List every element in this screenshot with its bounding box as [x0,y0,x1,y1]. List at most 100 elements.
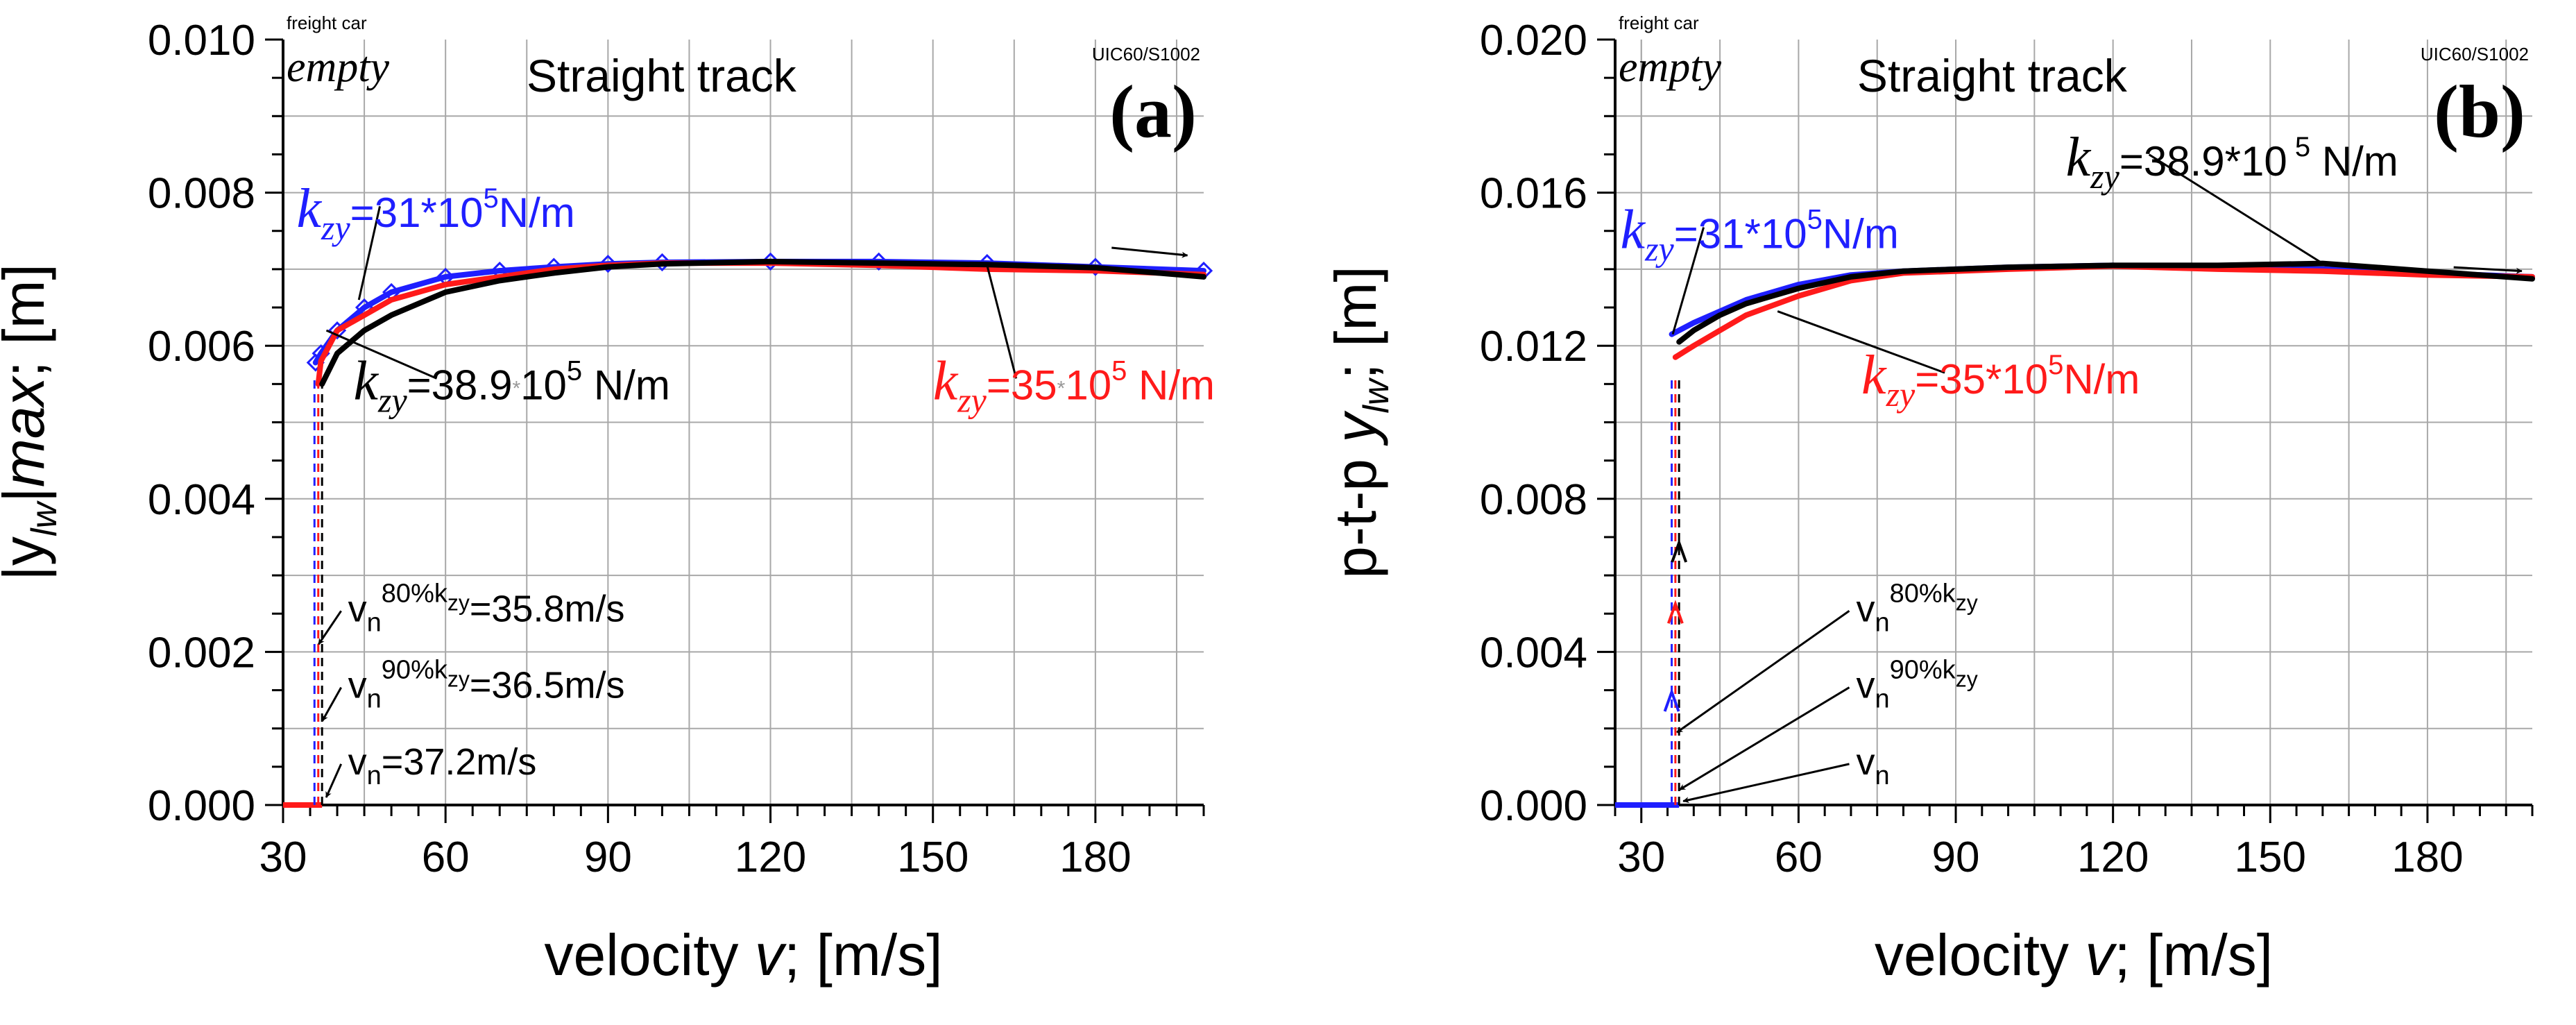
series-label-sub: zy [321,208,350,247]
y-axis-title-sub: lw [1356,377,1397,414]
y-axis-title-text: |y [0,536,56,581]
corner-label-right: UIC60/S1002 [1092,44,1200,65]
y-axis-title: |ylw|max; [m] [0,264,65,581]
y-tick-label: 0.006 [148,323,255,371]
leader-line [986,265,1018,379]
series-label-exp: 5 [1807,205,1823,235]
speed-annotation: vn80%kzy [1856,579,1977,637]
y-tick-label: 0.012 [1480,323,1587,371]
series-label-k: k [2066,127,2092,188]
x-tick-label: 60 [422,833,470,881]
annotation-base: v [1856,741,1875,783]
up-arrow [1671,539,1688,563]
speed-annotation: vn80%kzy=35.8m/s [348,579,625,637]
series-label-text: =38.9*10 [2119,138,2287,185]
series-label-k: k [933,350,959,412]
annotation-arrow [1682,763,1850,804]
annotation-rest: =36.5m/s [470,665,625,706]
annotation-supsub: zy [1956,590,1978,615]
annotation-base: v [348,665,367,706]
annotation-arrow [1676,610,1850,734]
corner-label-left: freight car [1619,12,1699,33]
series-label-sub: zy [377,380,407,419]
y-axis-title-sub: lw [24,500,65,537]
series-line [1676,260,2535,345]
x-tick-label: 180 [1059,833,1131,881]
series-label-text: =35 [987,362,1057,408]
series-label-unit: N/m [2063,356,2140,403]
series-label-text: 10 [520,362,567,408]
series [315,260,1206,387]
series-label-k: k [1861,345,1887,406]
series-label: kzy=35*105N/m [1861,345,2140,414]
series-label: kzy=31*105N/m [1621,200,1899,269]
annotation-sub: n [367,685,382,714]
series [1676,260,2535,345]
y-tick-label: 0.004 [148,476,255,524]
series-label-sub: zy [2090,157,2119,196]
y-tick-label: 0.020 [1480,17,1587,65]
y-ticks: 0.000 0.002 0.004 0.006 0.008 0.010 [148,17,283,830]
series-label-exp: 5 [484,183,499,214]
x-tick-label: 120 [735,833,806,881]
series-line [319,258,1206,387]
x-tick-label: 150 [897,833,969,881]
y-tick-label: 0.002 [148,629,255,677]
leader-line [1777,310,1945,374]
annotation-arrow [325,763,343,798]
chart-title: Straight track [1857,50,2128,101]
annotation-base: v [1856,588,1875,629]
series-label-dot: * [512,377,520,400]
y-ticks: 0.000 0.004 0.008 0.012 0.016 0.020 [1480,17,1615,830]
series-label-exp: 5 [1111,355,1127,386]
series-label-unit: N/m [1127,362,1215,408]
annotation-rest: =37.2m/s [382,741,537,783]
y-tick-label: 0.016 [1480,170,1587,218]
annotation-sup: 80%k [382,579,448,608]
x-tick-label: 120 [2077,833,2149,881]
series-label: kzy=38.9*10 5 N/m [2066,127,2398,196]
series-label-unit: N/m [582,362,670,408]
data-point [599,255,617,273]
x-tick-label: 90 [1932,833,1980,881]
corner-label-right: UIC60/S1002 [2421,44,2529,65]
series-label-text: =31*10 [350,189,484,236]
leader-line [2148,153,2323,264]
series-label-dot: * [1057,377,1066,400]
y-axis-title-unit: ; [m] [0,264,56,377]
series-label-sub: zy [1886,375,1916,414]
x-tick-label: 180 [2391,833,2463,881]
annotation-arrow [321,686,342,722]
right-arrow [2453,266,2523,274]
y-tick-label: 0.010 [148,17,255,65]
annotation-sup: 90%k [1890,656,1956,685]
annotation-rest: =35.8m/s [470,588,625,629]
series-label-unit: N/m [499,189,575,236]
y-tick-label: 0.000 [1480,782,1587,830]
series-label-k: k [353,350,379,412]
leader-line [357,205,381,300]
series [319,258,1206,387]
chart-panel-b: 30 60 90 120 150 180 0.000 0.004 0.008 0.012 0.016… [1323,12,2535,988]
up-arrow [1666,600,1684,624]
annotation-sup: 90%k [382,656,448,685]
x-axis-title-var: v [755,922,787,988]
series-label-text: 10 [1065,362,1111,408]
series-label-sub: zy [1644,230,1674,269]
up-arrow [1663,688,1680,712]
state-label: empty [1619,44,1722,91]
y-axis-title-unit: ; [m] [1323,266,1388,379]
series-label-sub: zy [957,380,987,419]
series-label-exp: 5 [2048,350,2063,380]
annotation-base: v [348,588,367,629]
chart-title: Straight track [527,50,797,101]
x-axis-title: velocity v; [m/s] [544,922,942,988]
x-tick-label: 30 [1617,833,1665,881]
series-label-exp: 5 [2287,132,2310,162]
annotation-supsub: zy [447,667,470,692]
series-label-unit: N/m [2310,138,2398,185]
series-label-text: =35*10 [1915,356,2048,403]
x-axis-title: velocity v; [m/s] [1875,922,2273,988]
